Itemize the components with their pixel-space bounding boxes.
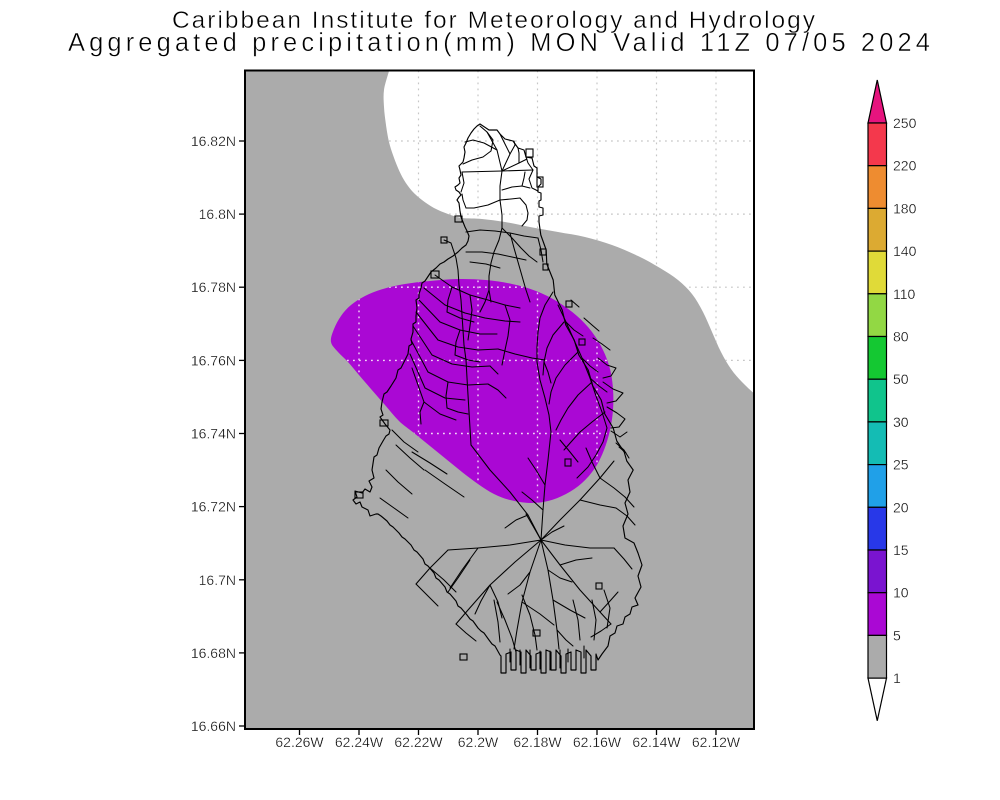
svg-text:62.14W: 62.14W — [632, 734, 681, 750]
svg-text:16.74N: 16.74N — [191, 426, 236, 442]
svg-text:Caribbean Institute for Meteor: Caribbean Institute for Meteorology and … — [172, 7, 816, 34]
svg-text:50: 50 — [893, 371, 909, 387]
svg-text:30: 30 — [893, 414, 909, 430]
svg-text:Aggregated precipitation(mm) M: Aggregated precipitation(mm) MON Valid 1… — [68, 29, 930, 57]
svg-text:16.66N: 16.66N — [191, 718, 236, 734]
svg-text:62.18W: 62.18W — [513, 734, 562, 750]
svg-text:62.24W: 62.24W — [335, 734, 384, 750]
svg-text:25: 25 — [893, 457, 909, 473]
svg-text:140: 140 — [893, 243, 917, 259]
svg-text:16.72N: 16.72N — [191, 499, 236, 515]
svg-text:15: 15 — [893, 542, 909, 558]
svg-text:62.16W: 62.16W — [573, 734, 622, 750]
svg-text:16.76N: 16.76N — [191, 352, 236, 368]
svg-text:62.22W: 62.22W — [394, 734, 443, 750]
svg-text:110: 110 — [893, 286, 916, 302]
svg-text:16.68N: 16.68N — [191, 645, 236, 661]
svg-text:20: 20 — [893, 499, 909, 515]
svg-text:62.26W: 62.26W — [275, 734, 324, 750]
svg-text:250: 250 — [893, 115, 917, 131]
svg-text:220: 220 — [893, 158, 917, 174]
svg-text:16.78N: 16.78N — [191, 279, 236, 295]
svg-text:5: 5 — [893, 627, 901, 643]
svg-text:1: 1 — [893, 670, 901, 686]
svg-text:16.82N: 16.82N — [191, 133, 236, 149]
svg-text:180: 180 — [893, 200, 917, 216]
svg-text:62.2W: 62.2W — [458, 734, 499, 750]
svg-text:16.7N: 16.7N — [199, 572, 236, 588]
svg-text:80: 80 — [893, 329, 909, 345]
svg-text:16.8N: 16.8N — [199, 206, 236, 222]
svg-text:10: 10 — [893, 585, 909, 601]
svg-text:62.12W: 62.12W — [692, 734, 741, 750]
